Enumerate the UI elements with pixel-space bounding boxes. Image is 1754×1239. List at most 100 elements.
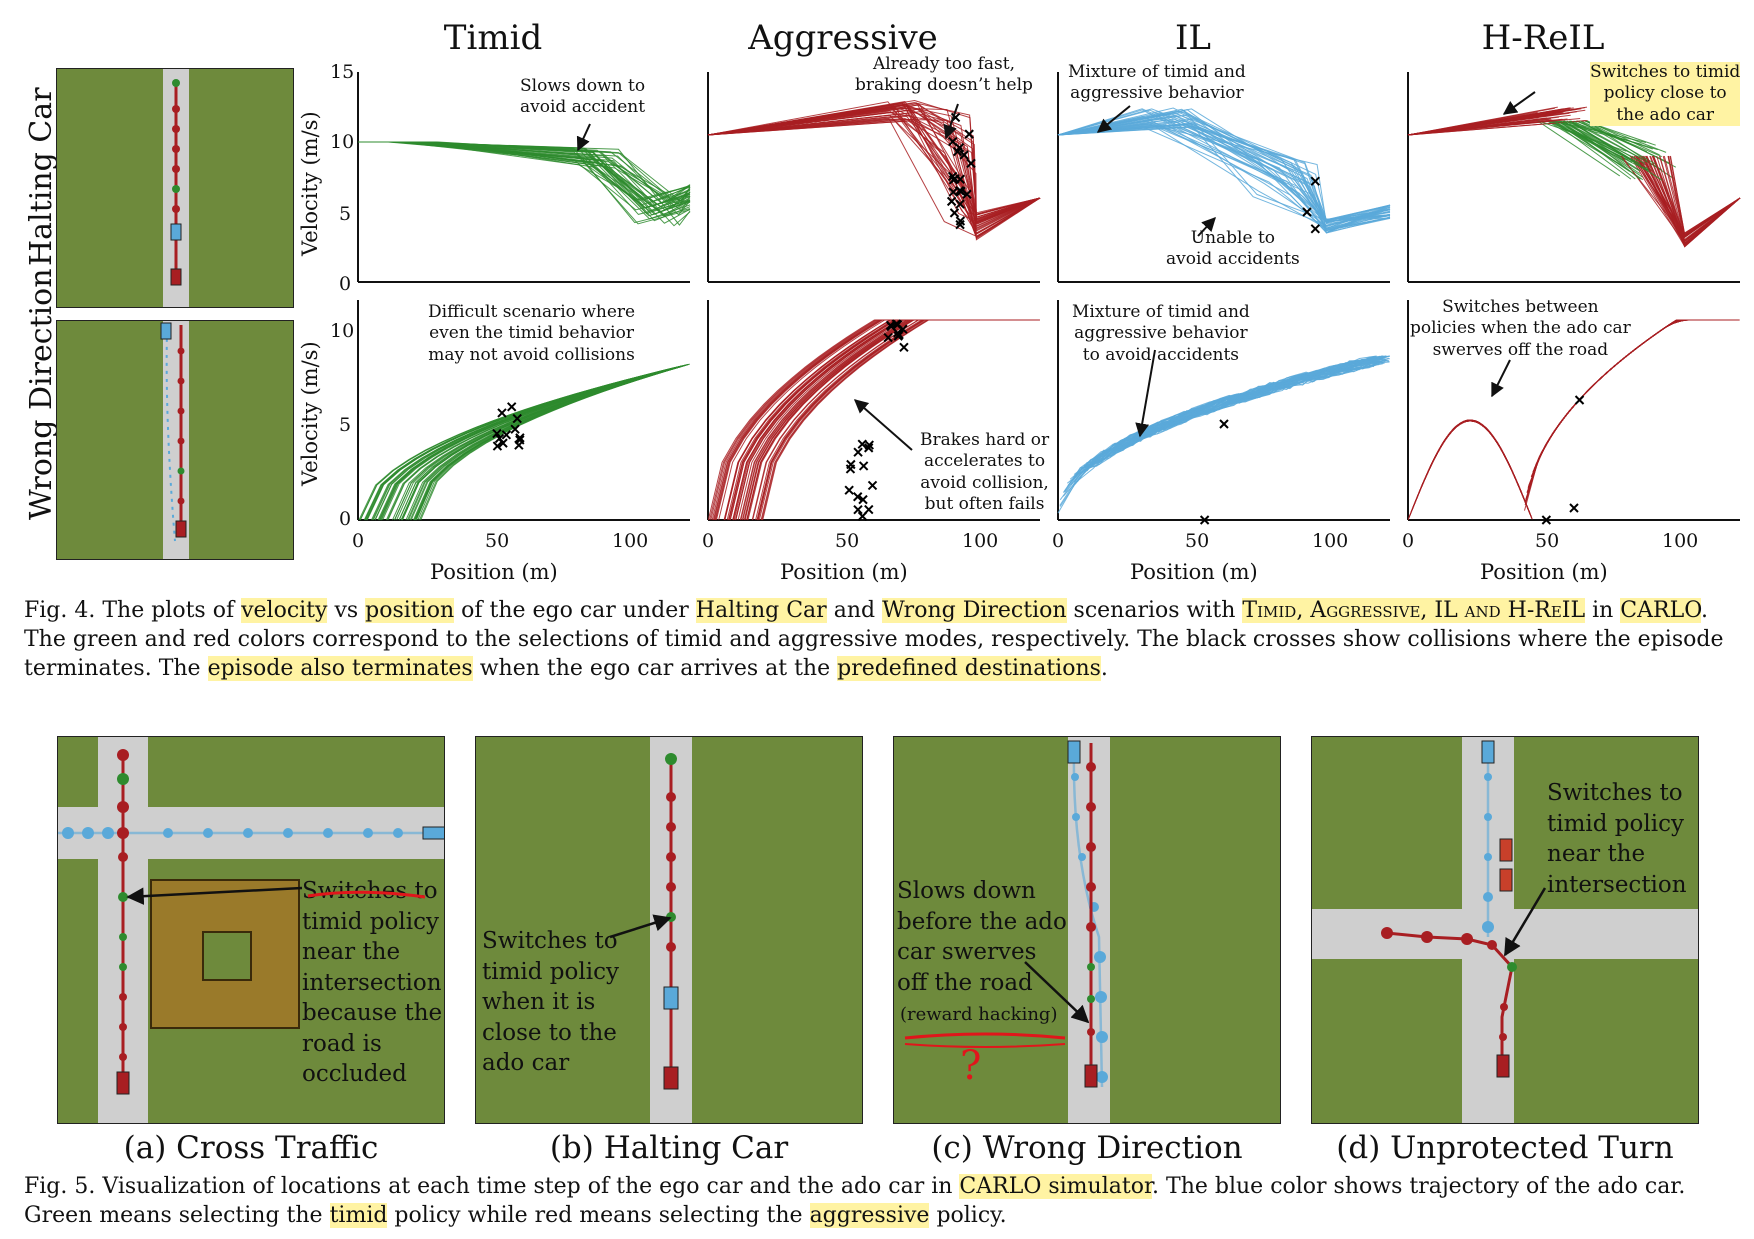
curve-il-wrong <box>1074 364 1374 477</box>
caption-highlight: episode also terminates <box>207 656 473 682</box>
annotation-arrow <box>1502 91 1536 115</box>
curve-hreil-agg <box>1427 419 1528 507</box>
curve-aggressive-halting <box>707 108 1041 224</box>
curve-hreil-agg <box>1425 419 1527 504</box>
curve-timid-wrong <box>407 363 690 521</box>
caption-text: in <box>1585 598 1621 623</box>
xtick-il-0: 0 <box>1052 530 1065 552</box>
thumb-wrong-direction-trajectory <box>160 322 187 542</box>
caption-text: . <box>1100 656 1108 682</box>
curve-il-wrong <box>1071 359 1388 481</box>
curve-hreil-agg <box>1420 420 1533 519</box>
curve-hreil-agg <box>1421 419 1522 493</box>
collision-marker <box>497 408 507 418</box>
curve-hreil-agg <box>1409 420 1532 518</box>
collision-marker <box>899 342 909 353</box>
curve-il-halting <box>1057 114 1391 221</box>
curve-il-wrong <box>1074 358 1390 478</box>
annotation-arrow <box>853 399 913 451</box>
curve-hreil-agg <box>1421 419 1523 494</box>
annotation-arrow <box>1135 349 1156 438</box>
curve-hreil-agg <box>1428 419 1529 510</box>
curve-hreil-agg <box>1425 419 1527 503</box>
building <box>150 879 300 1029</box>
curve-aggressive-halting <box>707 120 1041 216</box>
curve-hreil-agg <box>1430 420 1532 516</box>
curve-hreil-agg <box>1412 419 1524 508</box>
annotation-arrow <box>576 123 591 152</box>
curve-timid-wrong <box>387 364 687 521</box>
collision-marker <box>886 321 896 332</box>
collision-marker <box>966 158 976 169</box>
annotation-arrow <box>1491 359 1511 398</box>
xtick-timid-0: 0 <box>352 530 365 552</box>
curve-hreil-agg2 <box>1651 155 1741 235</box>
curve-hreil-agg <box>1413 419 1525 507</box>
curve-hreil-timid <box>1558 120 1643 178</box>
caption-label: Fig. 4. <box>24 598 103 623</box>
annot-timid-top: Slows down to avoid accident <box>520 76 646 118</box>
collision-marker <box>492 441 503 451</box>
annot-aggr-top: Already too fast, braking doesn’t help <box>855 54 1033 96</box>
caption-text: policy while red means selecting the <box>387 1203 810 1229</box>
annot-scene-c-note: (reward hacking) <box>900 1004 1058 1025</box>
curve-aggressive-halting <box>707 119 1041 225</box>
collision-marker <box>1302 207 1312 217</box>
collision-marker <box>864 440 874 450</box>
curve-hreil-agg <box>1419 420 1532 517</box>
curve-il-wrong <box>1084 360 1384 473</box>
xtick-aggr-0: 0 <box>702 530 715 552</box>
fig5-caption: Fig. 5. Visualization of locations at ea… <box>24 1172 1736 1230</box>
curve-hreil-agg <box>1425 419 1527 504</box>
curve-hreil-agg <box>1424 419 1525 500</box>
xtick-aggr-50: 50 <box>835 530 860 552</box>
ytick-bottom-5: 5 <box>339 414 352 436</box>
caption-highlight: velocity <box>241 598 328 623</box>
curve-hreil-agg <box>1419 420 1532 516</box>
curve-hreil-agg2 <box>1641 155 1741 238</box>
scene-wrong-direction <box>893 736 1281 1124</box>
collision-marker <box>1219 419 1229 429</box>
curve-aggressive-halting <box>707 99 1041 215</box>
curve-hreil-agg2 <box>1645 155 1741 248</box>
thumb-halting-car <box>56 68 294 308</box>
collision-marker <box>853 504 863 515</box>
collision-marker <box>893 331 903 341</box>
curve-il-wrong <box>1083 361 1383 467</box>
xtick-hreil-100: 100 <box>1662 530 1699 552</box>
fig4-caption: Fig. 4. The plots of velocity vs positio… <box>24 596 1736 683</box>
collision-marker <box>955 199 965 209</box>
collision-marker <box>949 208 960 218</box>
curve-il-wrong <box>1073 361 1390 475</box>
curve-timid-wrong <box>385 364 686 521</box>
curve-aggressive-halting <box>707 120 1041 220</box>
xlabel-il: Position (m) <box>1130 560 1258 584</box>
curve-timid-wrong <box>372 364 689 521</box>
collision-marker <box>853 447 863 457</box>
caption-text: Visualization of locations at each time … <box>102 1174 960 1199</box>
curve-il-halting <box>1057 123 1391 229</box>
curve-hreil-agg2 <box>1646 155 1741 242</box>
annot-scene-b: Switches to timid policy when it is close t… <box>482 928 619 1077</box>
xtick-timid-100: 100 <box>612 530 649 552</box>
collision-marker <box>959 150 969 160</box>
caption-highlight: CARLO <box>1620 598 1701 623</box>
curve-il-wrong <box>1059 356 1376 501</box>
curve-il-halting <box>1057 123 1391 224</box>
curve-aggressive-halting <box>707 118 1041 230</box>
curve-aggressive-halting <box>707 118 1041 224</box>
curve-timid-wrong <box>394 367 677 521</box>
collision-marker <box>515 433 525 443</box>
collision-marker <box>846 459 856 470</box>
caption-text: vs <box>327 598 366 623</box>
annot-hreil-bottom: Switches between policies when the ado ca… <box>1410 297 1631 360</box>
curve-il-wrong <box>1059 364 1376 506</box>
curve-hreil-timid <box>1566 120 1641 180</box>
collision-marker <box>1310 224 1321 234</box>
curve-timid-wrong <box>366 365 683 521</box>
xtick-timid-50: 50 <box>485 530 510 552</box>
collision-marker <box>857 511 868 521</box>
curve-hreil-agg <box>1433 419 1523 495</box>
caption-label: Fig. 5. <box>24 1174 103 1199</box>
annot-il-bottom: Mixture of timid and aggressive behavior t… <box>1072 302 1250 365</box>
